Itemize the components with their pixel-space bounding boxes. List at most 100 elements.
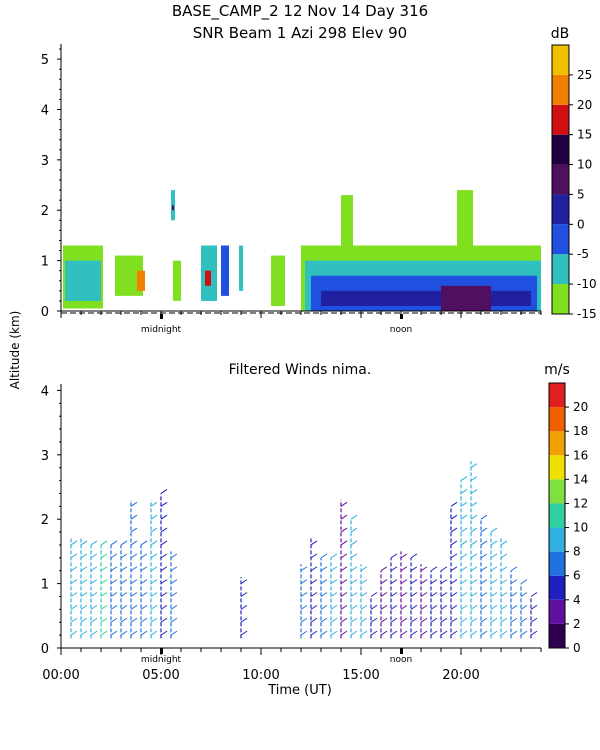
- y-tick-label: 2: [41, 513, 49, 528]
- colorbar-tick-label: 20: [573, 400, 588, 414]
- colorbar-frame: [548, 382, 566, 649]
- wind-barb: [390, 604, 398, 610]
- wind-barb: [100, 540, 108, 546]
- wind-barb: [500, 579, 508, 585]
- colorbar-tick-label: 25: [577, 68, 592, 82]
- wind-barb: [310, 540, 318, 546]
- y-tick-label: 1: [41, 255, 49, 270]
- wind-barb: [350, 566, 358, 572]
- wind-barb: [160, 540, 168, 546]
- wind-barb: [450, 592, 458, 597]
- wind-barb: [150, 566, 158, 572]
- wind-barb: [120, 604, 128, 610]
- wind-barb: [110, 630, 118, 636]
- wind-barb: [120, 566, 128, 572]
- wind-barb: [130, 617, 138, 623]
- snr-x-axis: midnight noon: [60, 310, 542, 335]
- wind-barb: [530, 630, 538, 636]
- wind-barb: [160, 604, 168, 610]
- wind-barb: [340, 540, 348, 546]
- wind-barb: [470, 617, 478, 623]
- colorbar-tick-label: 6: [573, 569, 581, 583]
- wind-barb: [530, 604, 538, 610]
- wind-barb: [470, 630, 478, 636]
- wind-barb: [70, 592, 78, 597]
- x-tick-label: 05:00: [142, 668, 179, 683]
- wind-barb: [390, 592, 398, 597]
- snr-cell: [221, 245, 229, 296]
- snr-cell: [457, 190, 473, 246]
- colorbar-tick-label: 10: [573, 521, 588, 535]
- wind-y-axis: 0 1 2 3 4: [41, 384, 62, 657]
- wind-barb: [130, 527, 138, 533]
- wind-barb: [490, 553, 498, 559]
- wind-barb: [460, 604, 468, 610]
- wind-barb: [100, 592, 108, 597]
- wind-barb: [350, 592, 358, 597]
- colorbar-tick-label: -15: [577, 307, 597, 321]
- wind-barb: [340, 630, 348, 636]
- wind-barb: [460, 489, 468, 494]
- wind-barb: [400, 592, 408, 597]
- wind-barb: [90, 604, 98, 610]
- wind-barb: [130, 579, 138, 585]
- wind-barb: [320, 592, 328, 597]
- wind-plot-area: [70, 461, 538, 639]
- wind-barb: [510, 579, 518, 585]
- wind-barb: [80, 579, 88, 585]
- wind-barb: [150, 540, 158, 546]
- colorbar-swatch: [549, 455, 565, 480]
- wind-barb: [170, 566, 178, 572]
- wind-barb: [480, 630, 488, 636]
- wind-barb: [80, 592, 88, 597]
- wind-barb: [160, 566, 168, 572]
- colorbar-swatch: [549, 599, 565, 624]
- wind-barb: [470, 566, 478, 572]
- wind-barb: [340, 617, 348, 623]
- wind-barb: [390, 617, 398, 623]
- wind-barb: [100, 553, 108, 559]
- time-marker-label: noon: [390, 655, 412, 665]
- wind-barb: [160, 553, 168, 559]
- wind-barb: [100, 617, 108, 623]
- wind-barb: [310, 617, 318, 623]
- wind-barb: [360, 617, 368, 623]
- wind-barb: [160, 630, 168, 636]
- wind-barb: [480, 553, 488, 559]
- wind-barb: [460, 566, 468, 572]
- wind-barb: [80, 630, 88, 636]
- wind-barb: [470, 463, 478, 469]
- wind-barb: [500, 540, 508, 546]
- wind-barb: [490, 617, 498, 623]
- wind-barb: [470, 501, 478, 507]
- wind-barb: [120, 617, 128, 623]
- wind-barb: [130, 566, 138, 572]
- colorbar-tick-label: 15: [577, 128, 592, 142]
- wind-barb: [380, 630, 388, 636]
- wind-barb: [320, 630, 328, 636]
- wind-barb: [170, 592, 178, 597]
- wind-barb: [490, 579, 498, 585]
- time-marker-tick: [160, 314, 163, 319]
- wind-barb: [150, 579, 158, 585]
- wind-barb: [350, 579, 358, 585]
- colorbar-tick-label: 2: [573, 617, 581, 631]
- wind-barb: [390, 553, 398, 559]
- wind-barb: [420, 630, 428, 636]
- wind-barb: [80, 540, 88, 546]
- colorbar-tick-label: 10: [577, 158, 592, 172]
- wind-barb: [430, 630, 438, 636]
- wind-barb: [500, 604, 508, 610]
- wind-barb: [90, 540, 98, 546]
- wind-barb: [370, 630, 378, 636]
- snr-cell: [172, 205, 174, 211]
- wind-barb: [320, 566, 328, 572]
- wind-barb: [400, 630, 408, 636]
- wind-barb: [140, 604, 148, 610]
- wind-barb: [300, 630, 308, 636]
- wind-barb: [390, 630, 398, 636]
- wind-barb: [100, 604, 108, 610]
- y-tick-label: 3: [41, 154, 49, 169]
